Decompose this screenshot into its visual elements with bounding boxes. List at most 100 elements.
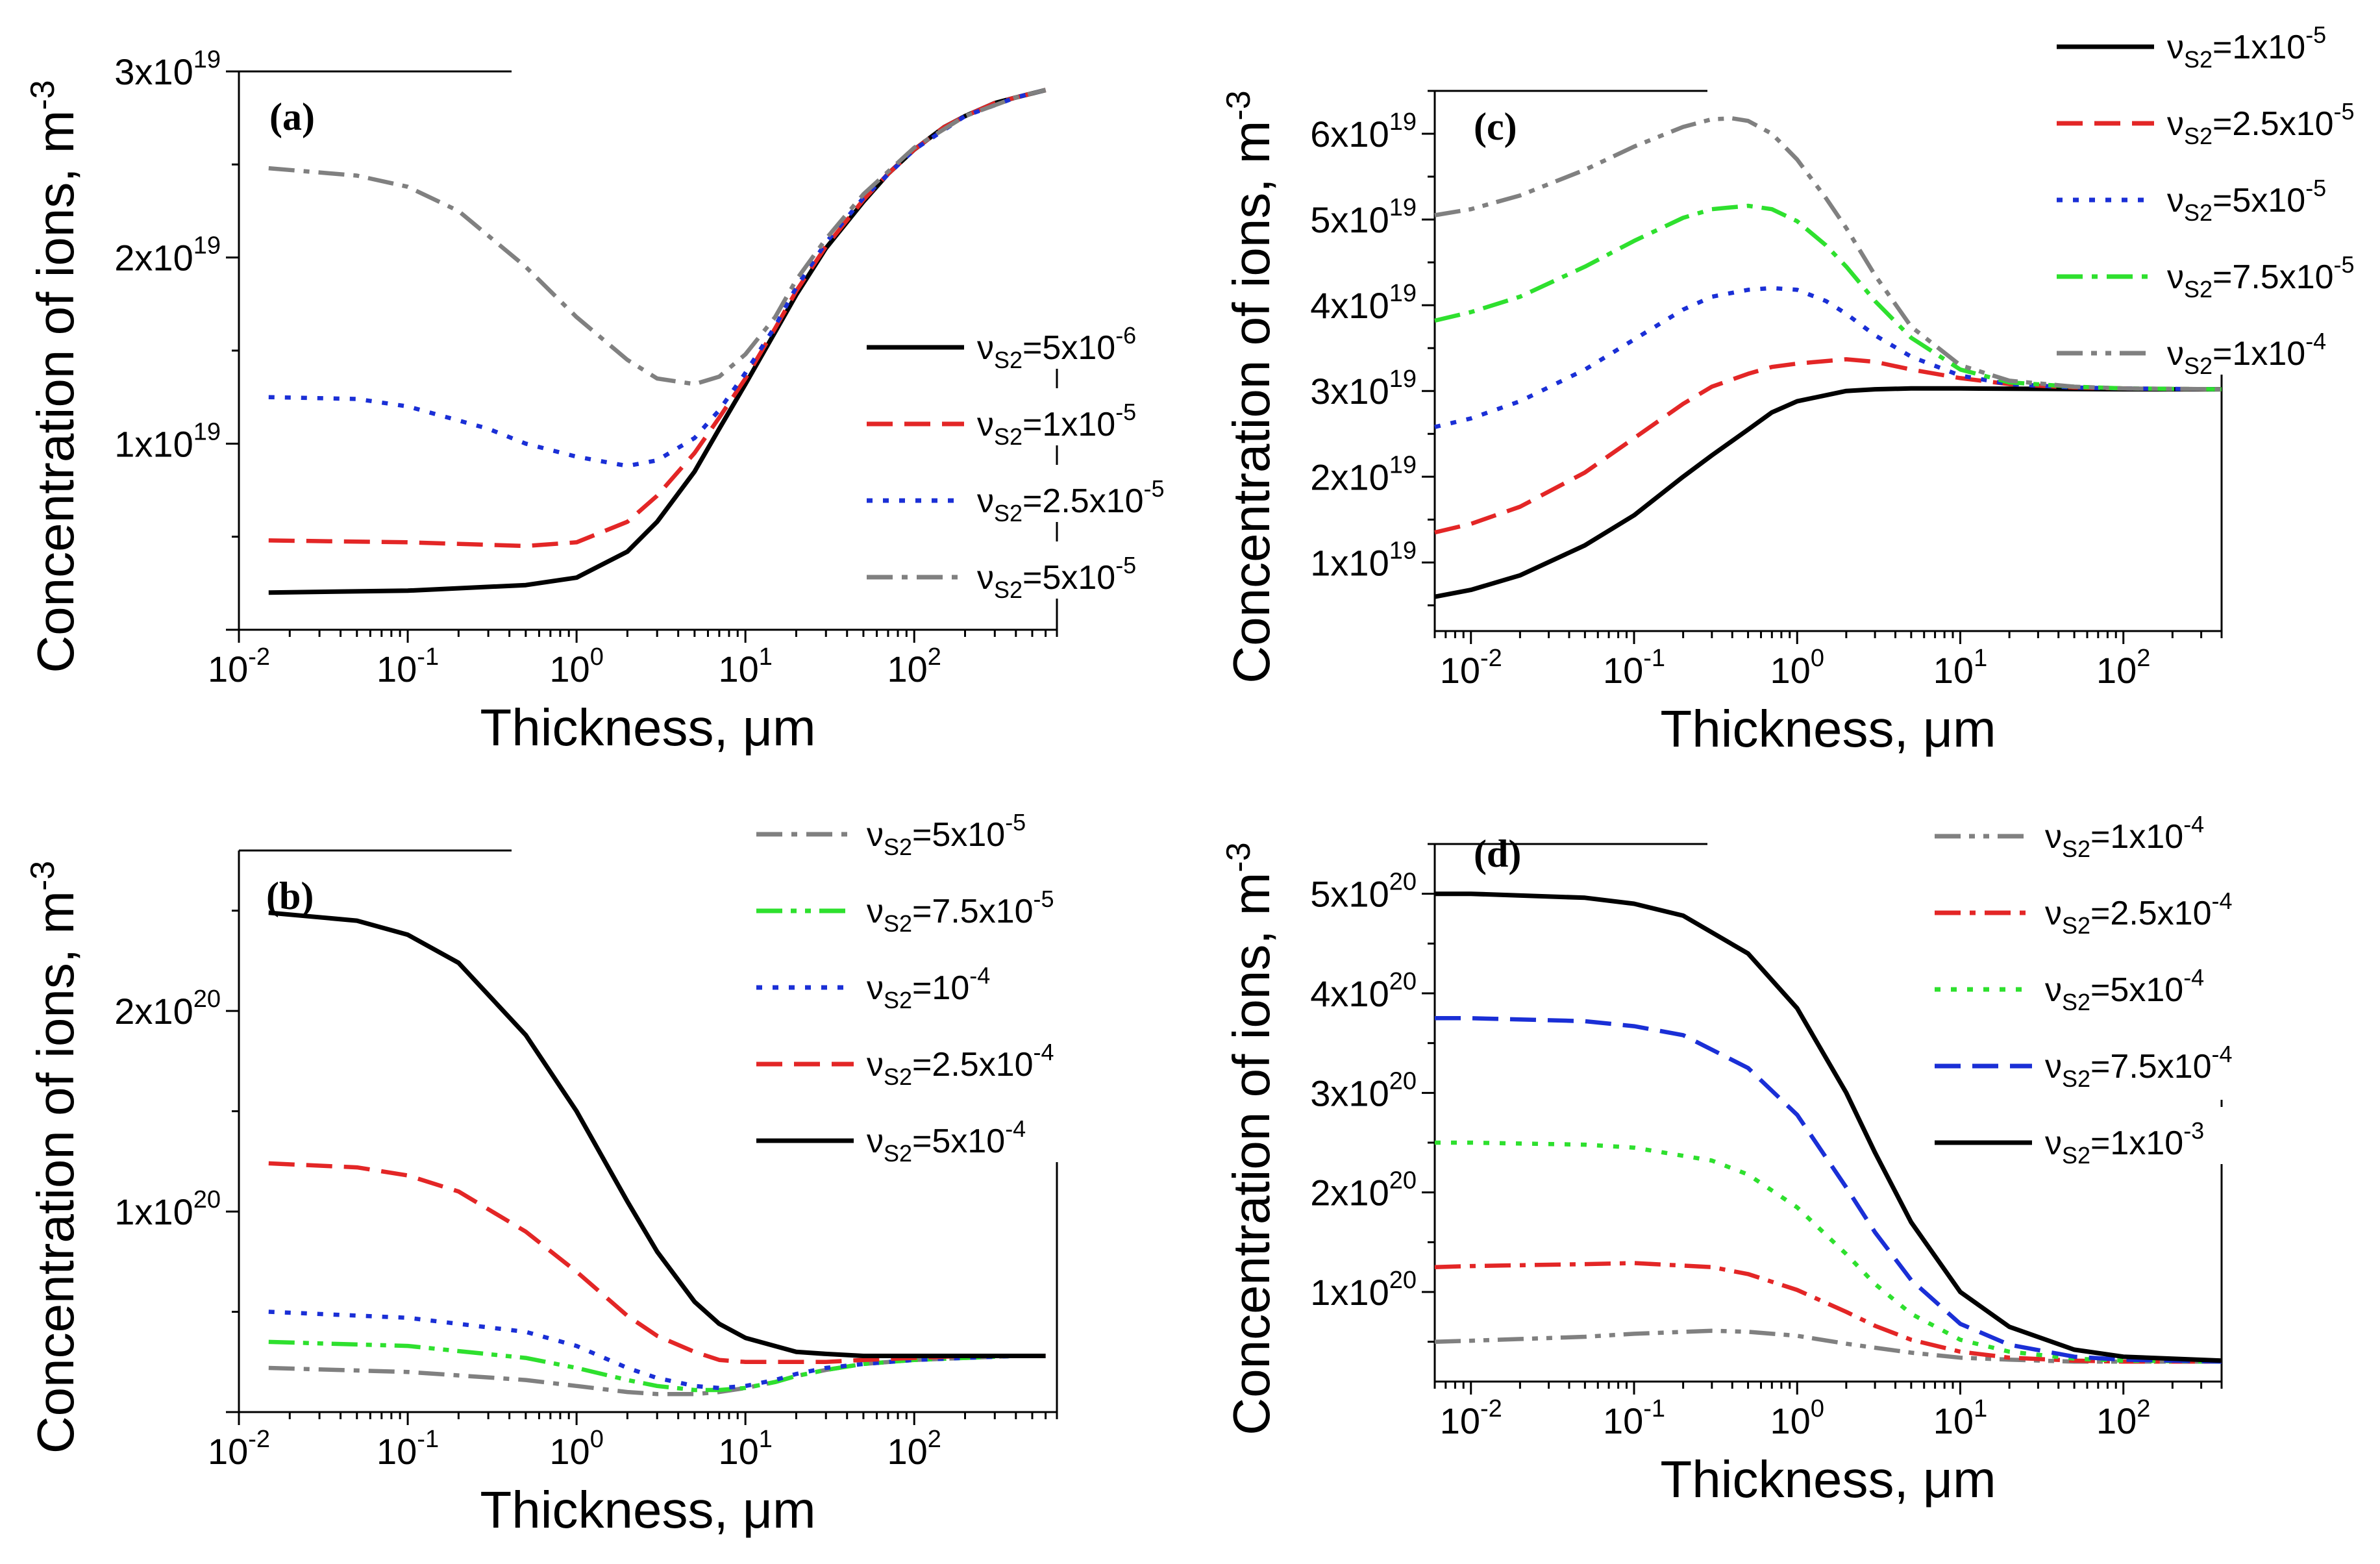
x-axis-label: Thickness, μm (1660, 700, 1996, 758)
y-tick-label: 3x1020 (1310, 1067, 1417, 1113)
chart-a: 10-2 10-1 100 101 102 1x1019 2x1019 3x1019 Thick… (24, 46, 1191, 756)
legend-label: νS2=5x10-4 (867, 1115, 1026, 1167)
x-tick-label: 10-1 (377, 643, 439, 689)
series-line (1434, 386, 2222, 599)
legend-label: νS2=1x10-5 (2167, 21, 2326, 73)
legend-bg (743, 1105, 1081, 1162)
x-tick-label: 100 (1770, 1395, 1824, 1441)
series-line (268, 88, 1047, 549)
legend-label: νS2=5x10-5 (2167, 175, 2326, 226)
x-tick-label: 102 (887, 643, 941, 689)
y-axis-label: Concentration of ions, m-3 (24, 861, 84, 1454)
legend-label: νS2=10-4 (867, 962, 990, 1013)
legend-label: νS2=5x10-5 (867, 809, 1026, 860)
legend: νS2=1x10-5 νS2=2.5x10-5 νS2=5x10-5 νS2=7.5x… (2044, 11, 2380, 379)
chart-d: 10-2 10-1 100 101 102 1x1020 2x1020 3x1020 4x102… (1220, 801, 2259, 1508)
x-tick-label: 100 (549, 643, 603, 689)
y-tick-label: 1x1020 (1310, 1267, 1417, 1313)
x-tick-label: 102 (887, 1426, 941, 1472)
y-tick-label: 5x1020 (1310, 869, 1417, 915)
x-tick-label: 10-1 (1603, 645, 1665, 691)
series-line (1434, 1261, 2222, 1364)
legend-bg (743, 799, 1081, 856)
series-line (1434, 116, 2222, 391)
y-tick-label: 2x1020 (114, 986, 221, 1032)
panel-label: (b) (266, 875, 314, 917)
x-tick-label: 102 (2096, 1395, 2150, 1441)
series-line (1434, 286, 2222, 429)
series-line (1435, 1140, 2222, 1364)
x-tick-label: 10-2 (208, 643, 270, 689)
x-tick-label: 101 (1933, 645, 1987, 691)
y-axis-label: Concentration of ions, m-3 (24, 80, 84, 673)
x-tick-label: 10-1 (377, 1426, 439, 1472)
x-axis-label: Thickness, μm (1660, 1450, 1996, 1508)
x-tick-label: 102 (2096, 645, 2150, 691)
y-tick-label: 2x1020 (1310, 1167, 1417, 1213)
x-tick-label: 100 (1770, 645, 1824, 691)
legend-bg (1922, 801, 2259, 858)
legend-label: νS2=7.5x10-5 (867, 886, 1054, 937)
legend-bg (854, 312, 1191, 369)
legend-label: νS2=1x10-4 (2045, 811, 2204, 862)
series-line (1435, 891, 2222, 1363)
legend: νS2=5x10-5 νS2=7.5x10-5 νS2=10-4 νS2=2.5x10… (743, 799, 1081, 1167)
series-line (1434, 1328, 2222, 1364)
y-axis-label: Concentration of ions, m-3 (1220, 842, 1280, 1435)
legend-label: νS2=5x10-6 (977, 322, 1136, 373)
series-line (268, 88, 1047, 386)
series-line (268, 1310, 1046, 1391)
legend: νS2=5x10-6 νS2=1x10-5 νS2=2.5x10-5 νS2=5x10… (854, 312, 1191, 603)
x-tick-label: 101 (718, 643, 772, 689)
y-tick-label: 3x1019 (114, 46, 221, 92)
y-tick-label: 2x1019 (114, 232, 221, 279)
legend-bg (854, 465, 1191, 522)
legend-bg (1922, 1107, 2259, 1164)
panel-label: (c) (1474, 105, 1517, 148)
series-line (268, 1161, 1046, 1365)
x-tick-label: 100 (549, 1426, 603, 1472)
y-tick-label: 1x1020 (114, 1186, 221, 1232)
series-line (1435, 1016, 2222, 1364)
legend-bg (854, 388, 1191, 445)
series-line (268, 910, 1046, 1358)
legend-label: νS2=2.5x10-5 (977, 475, 1165, 527)
legend-bg (2044, 88, 2380, 145)
series-line (268, 1339, 1046, 1393)
legend-label: νS2=2.5x10-5 (2167, 98, 2355, 149)
x-tick-label: 10-2 (208, 1426, 270, 1472)
y-tick-label: 4x1019 (1310, 280, 1417, 326)
legend-bg (2044, 241, 2380, 298)
y-tick-label: 6x1019 (1310, 108, 1417, 155)
legend-bg (1922, 877, 2259, 934)
x-tick-label: 10-2 (1440, 1395, 1502, 1441)
legend-label: νS2=1x10-4 (2167, 328, 2326, 379)
x-axis-label: Thickness, μm (480, 1481, 815, 1539)
chart-b: 10-2 10-1 100 101 102 1x1020 2x1020 Thickness, … (24, 799, 1081, 1539)
y-tick-label: 4x1020 (1310, 968, 1417, 1014)
legend-label: νS2=2.5x10-4 (867, 1039, 1054, 1090)
legend-bg (743, 875, 1081, 932)
legend-bg (743, 1028, 1081, 1086)
legend-bg (2044, 164, 2380, 221)
y-tick-label: 2x1019 (1310, 451, 1417, 497)
y-tick-label: 1x1019 (1310, 537, 1417, 583)
chart-c: 10-2 10-1 100 101 102 1x1019 2x1019 3x1019 4x101… (1220, 11, 2380, 758)
legend-label: νS2=1x10-5 (977, 399, 1136, 450)
x-tick-label: 10-2 (1440, 645, 1502, 691)
legend-bg (743, 952, 1081, 1009)
series-line (1434, 357, 2222, 535)
y-tick-label: 1x1019 (114, 418, 221, 464)
y-axis-label: Concentration of ions, m-3 (1220, 90, 1280, 683)
legend-label: νS2=7.5x10-4 (2045, 1041, 2233, 1092)
legend-label: νS2=1x10-3 (2045, 1117, 2204, 1169)
legend-label: νS2=2.5x10-4 (2045, 888, 2233, 939)
legend-bg (1922, 1030, 2259, 1087)
series-line (268, 1354, 1046, 1396)
legend-label: νS2=5x10-5 (977, 552, 1136, 603)
legend-label: νS2=5x10-4 (2045, 964, 2204, 1015)
legend-label: νS2=7.5x10-5 (2167, 251, 2355, 303)
legend: νS2=1x10-4 νS2=2.5x10-4 νS2=5x10-4 νS2=7.5x… (1922, 801, 2259, 1169)
y-tick-label: 3x1019 (1310, 366, 1417, 412)
